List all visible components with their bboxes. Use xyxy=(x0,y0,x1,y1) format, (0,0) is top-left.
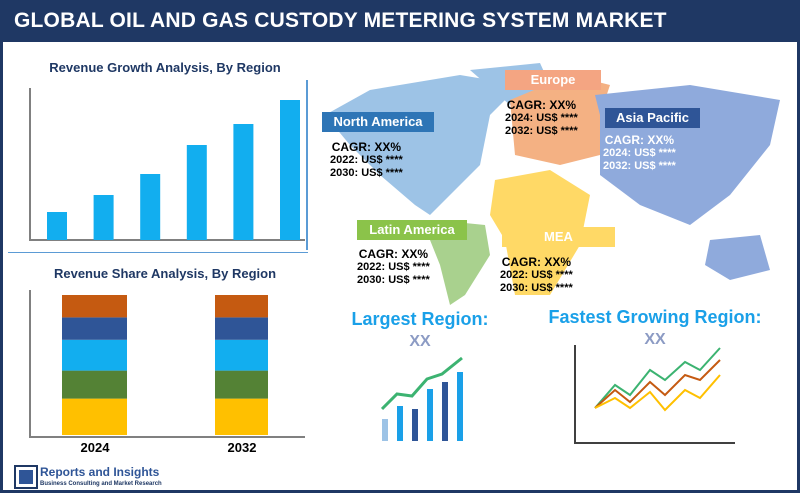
fastest-region-value: XX xyxy=(644,331,666,348)
bar xyxy=(186,145,207,240)
tick-label: 2024 xyxy=(80,440,110,455)
region-stats: CAGR: XX% 2022: US$ **** 2030: US$ **** xyxy=(330,140,403,180)
stacked-segment xyxy=(215,370,268,399)
axis xyxy=(29,290,305,438)
logo-tagline: Business Consulting and Market Research xyxy=(40,481,162,487)
region-value-2: 2032: US$ **** xyxy=(505,125,578,137)
logo-name: Reports and Insights xyxy=(40,465,160,479)
bar xyxy=(280,100,300,240)
tick-label: 2032 xyxy=(227,440,257,455)
bar xyxy=(93,195,114,240)
region-value-2: 2030: US$ **** xyxy=(357,274,430,286)
stacked-segment xyxy=(215,339,268,371)
map-south-america xyxy=(430,220,490,305)
region-cagr: CAGR: XX% xyxy=(604,133,675,147)
region-stats: CAGR: XX% 2024: US$ **** 2032: US$ **** xyxy=(505,98,578,138)
region-cagr: CAGR: XX% xyxy=(358,247,429,261)
largest-region-label: Largest Region: xyxy=(351,309,489,329)
logo-icon xyxy=(14,465,38,489)
region-value-2: 2030: US$ **** xyxy=(330,167,403,179)
map-australia xyxy=(705,235,770,280)
divider xyxy=(8,252,308,253)
region-tag: Europe xyxy=(505,70,601,90)
region-value-1: 2022: US$ **** xyxy=(357,261,430,273)
region-value-2: 2030: US$ **** xyxy=(500,282,573,294)
stacked-segment xyxy=(215,295,268,318)
region-stats: CAGR: XX% 2024: US$ **** 2032: US$ **** xyxy=(603,133,676,173)
stacked-segment xyxy=(62,398,127,435)
growth-chart xyxy=(29,88,305,241)
region-tag: North America xyxy=(322,112,434,132)
region-cagr: CAGR: XX% xyxy=(506,98,577,112)
bar xyxy=(140,174,161,240)
region-tag: MEA xyxy=(502,227,615,247)
region-value-1: 2022: US$ **** xyxy=(500,269,573,281)
stacked-segment xyxy=(215,317,268,340)
fastest-region-label: Fastest Growing Region: xyxy=(548,307,762,327)
stacked-segment xyxy=(62,317,127,340)
region-cagr: CAGR: XX% xyxy=(501,255,572,269)
share-chart xyxy=(29,290,305,438)
map-europe xyxy=(510,75,610,165)
region-value-1: 2024: US$ **** xyxy=(505,112,578,124)
stacked-segment xyxy=(62,370,127,399)
axis xyxy=(29,88,305,241)
bar xyxy=(47,212,67,240)
region-stats: CAGR: XX% 2022: US$ **** 2030: US$ **** xyxy=(357,247,430,287)
region-value-1: 2024: US$ **** xyxy=(603,147,676,159)
stacked-segment xyxy=(215,398,268,435)
region-cagr: CAGR: XX% xyxy=(331,140,402,154)
region-value-2: 2032: US$ **** xyxy=(603,160,676,172)
line-chart-icon xyxy=(574,345,735,444)
region-value-1: 2022: US$ **** xyxy=(330,154,403,166)
stacked-segment xyxy=(62,339,127,371)
map-north-america xyxy=(325,75,520,215)
page-title: GLOBAL OIL AND GAS CUSTODY METERING SYST… xyxy=(0,0,800,42)
region-tag: Latin America xyxy=(357,220,467,240)
region-tag: Asia Pacific xyxy=(605,108,700,128)
stacked-segment xyxy=(62,295,127,318)
largest-region-value: XX xyxy=(409,333,431,350)
region-stats: CAGR: XX% 2022: US$ **** 2030: US$ **** xyxy=(500,255,573,295)
share-chart-title: Revenue Share Analysis, By Region xyxy=(53,266,277,281)
bar xyxy=(233,124,254,240)
divider xyxy=(306,80,308,250)
growth-chart-title: Revenue Growth Analysis, By Region xyxy=(49,60,281,75)
growth-bars-icon xyxy=(380,356,463,441)
